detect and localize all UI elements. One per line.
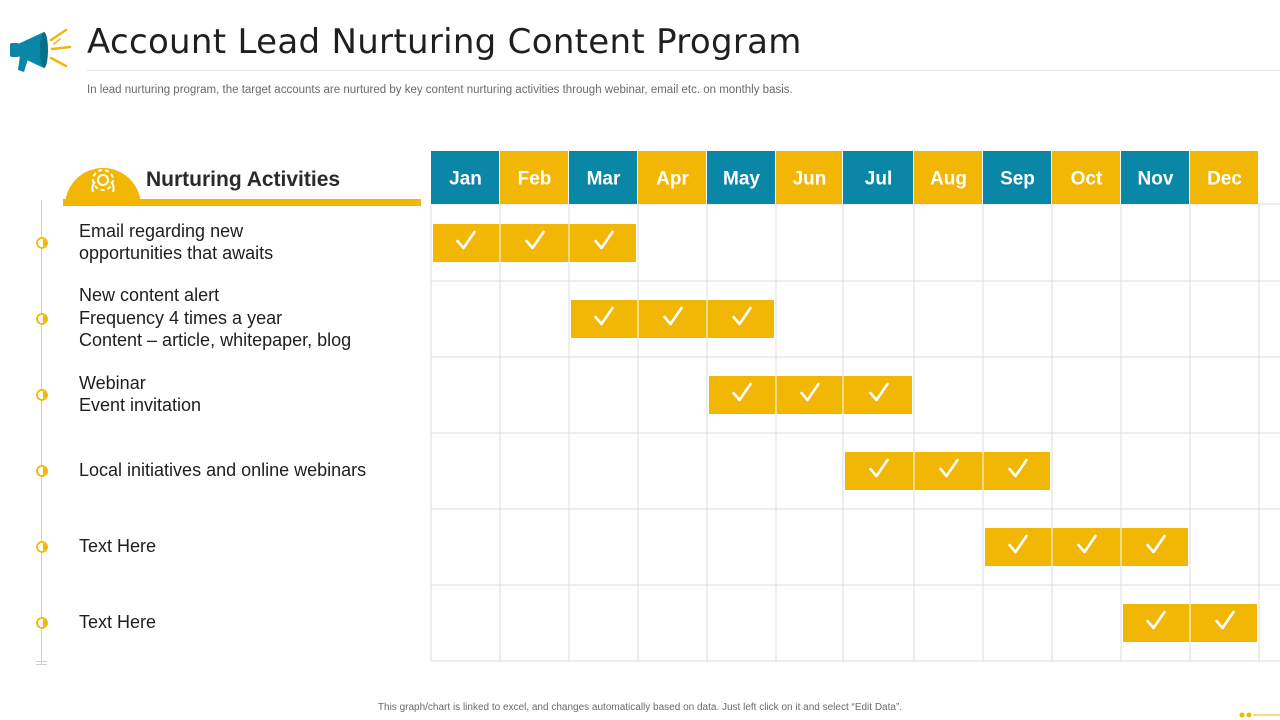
timeline-line [41, 200, 42, 665]
activity-line: Text Here [79, 611, 157, 632]
month-header-apr: Apr [656, 169, 689, 190]
checkmark-icon [663, 306, 683, 326]
month-header-cell [914, 151, 982, 204]
page-subtitle: In lead nurturing program, the target ac… [87, 84, 793, 96]
title-divider [87, 70, 1280, 71]
activity-marker-icon [36, 237, 48, 249]
month-header-cell [569, 151, 637, 204]
checkmark-icon [1146, 610, 1166, 630]
checkmark-icon [732, 306, 752, 326]
month-header-feb: Feb [518, 169, 552, 190]
month-header-cell [638, 151, 706, 204]
activity-item: Text Here [79, 535, 156, 558]
activity-item: Text Here [79, 611, 156, 634]
checkmark-icon [1215, 610, 1235, 630]
month-header-jun: Jun [793, 169, 827, 190]
activity-line: Email regarding new [79, 220, 244, 241]
month-header-cell [1190, 151, 1258, 204]
activity-line: New content alert [79, 285, 220, 306]
panel-header-dome [65, 168, 141, 206]
month-header-cell [500, 151, 568, 204]
checkmark-icon [456, 230, 476, 250]
checkmark-icon [525, 230, 545, 250]
footer-note: This graph/chart is linked to excel, and… [377, 702, 903, 713]
month-header-jul: Jul [865, 169, 892, 190]
panel-header-bar [63, 199, 421, 206]
activity-line: Local initiatives and online webinars [79, 459, 367, 480]
month-header-jan: Jan [449, 169, 482, 190]
checkmark-icon [594, 230, 614, 250]
month-header-dec: Dec [1207, 169, 1242, 190]
month-header-may: May [723, 169, 760, 190]
megaphone-logo-icon [10, 28, 72, 72]
activity-marker-icon [36, 313, 48, 325]
activity-line: opportunities that awaits [79, 243, 274, 263]
month-header-cell [707, 151, 775, 204]
checkmark-icon [869, 382, 889, 402]
activity-marker-icon [36, 465, 48, 477]
activity-line: Event invitation [79, 395, 202, 415]
panel-title: Nurturing Activities [146, 168, 341, 191]
page-title: Account Lead Nurturing Content Program [87, 22, 802, 62]
timeline-end-cap [36, 661, 47, 662]
checkmark-icon [1008, 534, 1028, 554]
activity-line: Content – article, whitepaper, blog [79, 330, 352, 351]
month-header-cell [431, 151, 499, 204]
activities-panel-header: Nurturing Activities [63, 156, 421, 206]
month-header-cell [983, 151, 1051, 204]
activity-marker-icon [36, 541, 48, 553]
decorative-dots [1239, 712, 1280, 718]
checkmark-icon [1146, 534, 1166, 554]
checkmark-icon [594, 306, 614, 326]
activity-item: Email regarding new opportunities that aw… [79, 220, 273, 265]
month-header-oct: Oct [1071, 169, 1103, 190]
checkmark-icon [939, 458, 959, 478]
checkmark-icon [732, 382, 752, 402]
checkmark-icon [1008, 458, 1028, 478]
month-header-nov: Nov [1138, 169, 1174, 190]
grid-lines [430, 203, 1280, 662]
activity-item: Webinar Event invitation [79, 372, 201, 417]
month-header-aug: Aug [930, 169, 967, 190]
activity-marker-icon [36, 389, 48, 401]
activity-line: Webinar [79, 372, 146, 393]
month-header-cell [1052, 151, 1120, 204]
month-header-mar: Mar [587, 169, 621, 190]
activity-item: Local initiatives and online webinars [79, 459, 366, 482]
month-header-sep: Sep [1000, 169, 1035, 190]
month-header-cell [1121, 151, 1189, 204]
activity-line: Text Here [79, 535, 157, 556]
checkmark-icon [1077, 534, 1097, 554]
checkmark-icon [800, 382, 820, 402]
activity-line: Frequency 4 times a year [79, 307, 283, 328]
activity-marker-icon [36, 617, 48, 629]
activity-item: New content alert Frequency 4 times a yea… [79, 284, 351, 352]
timeline-end-cap [36, 664, 47, 665]
month-header-cell [776, 151, 842, 204]
gear-icon [91, 169, 115, 193]
checkmark-icon [869, 458, 889, 478]
month-header-cell [843, 151, 913, 204]
